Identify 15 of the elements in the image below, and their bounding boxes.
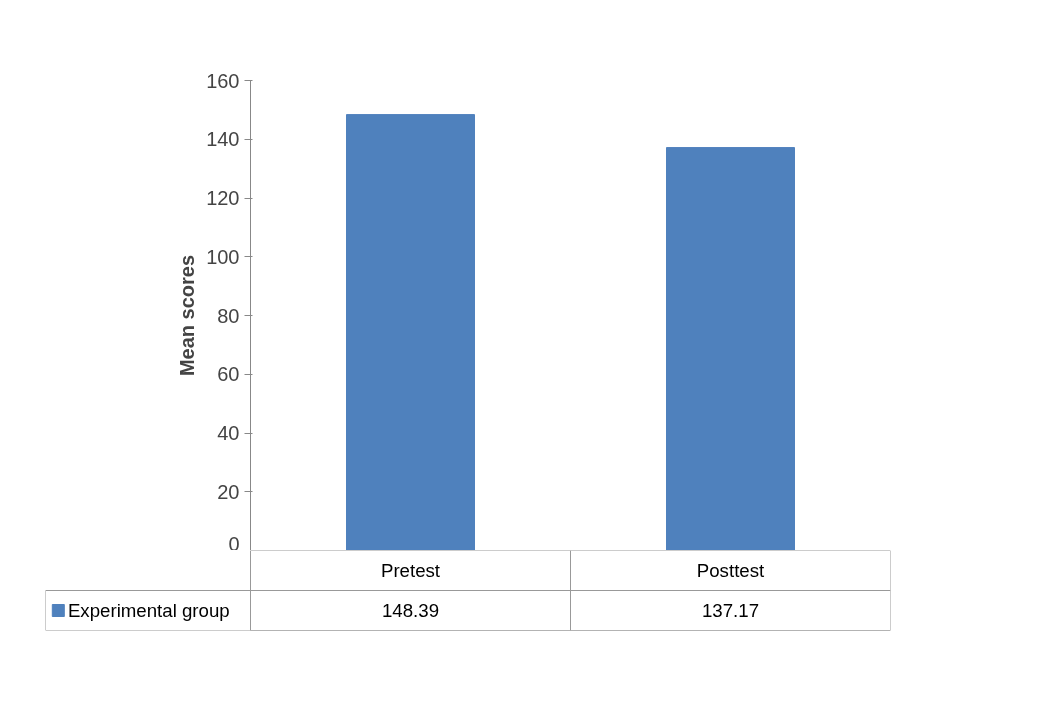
y-tick-label: 20: [217, 480, 240, 503]
y-axis-title: Mean scores: [176, 254, 199, 377]
y-tick-label: 140: [206, 128, 240, 151]
y-tick-label: 60: [217, 363, 240, 386]
y-tick-label: 160: [206, 69, 240, 92]
y-tick-label: 40: [217, 422, 240, 444]
data-label: 137.17: [701, 600, 760, 621]
y-tick-label: 120: [206, 187, 240, 209]
x-tick-label: Pretest: [380, 560, 441, 581]
y-tick-label: 80: [217, 304, 240, 327]
x-tick-label: Posttest: [696, 560, 766, 581]
legend-label: Experimental group: [67, 600, 230, 621]
y-tick-label: 100: [206, 245, 240, 268]
y-tick-label: 0: [228, 532, 240, 555]
data-label: 148.39: [381, 600, 440, 621]
